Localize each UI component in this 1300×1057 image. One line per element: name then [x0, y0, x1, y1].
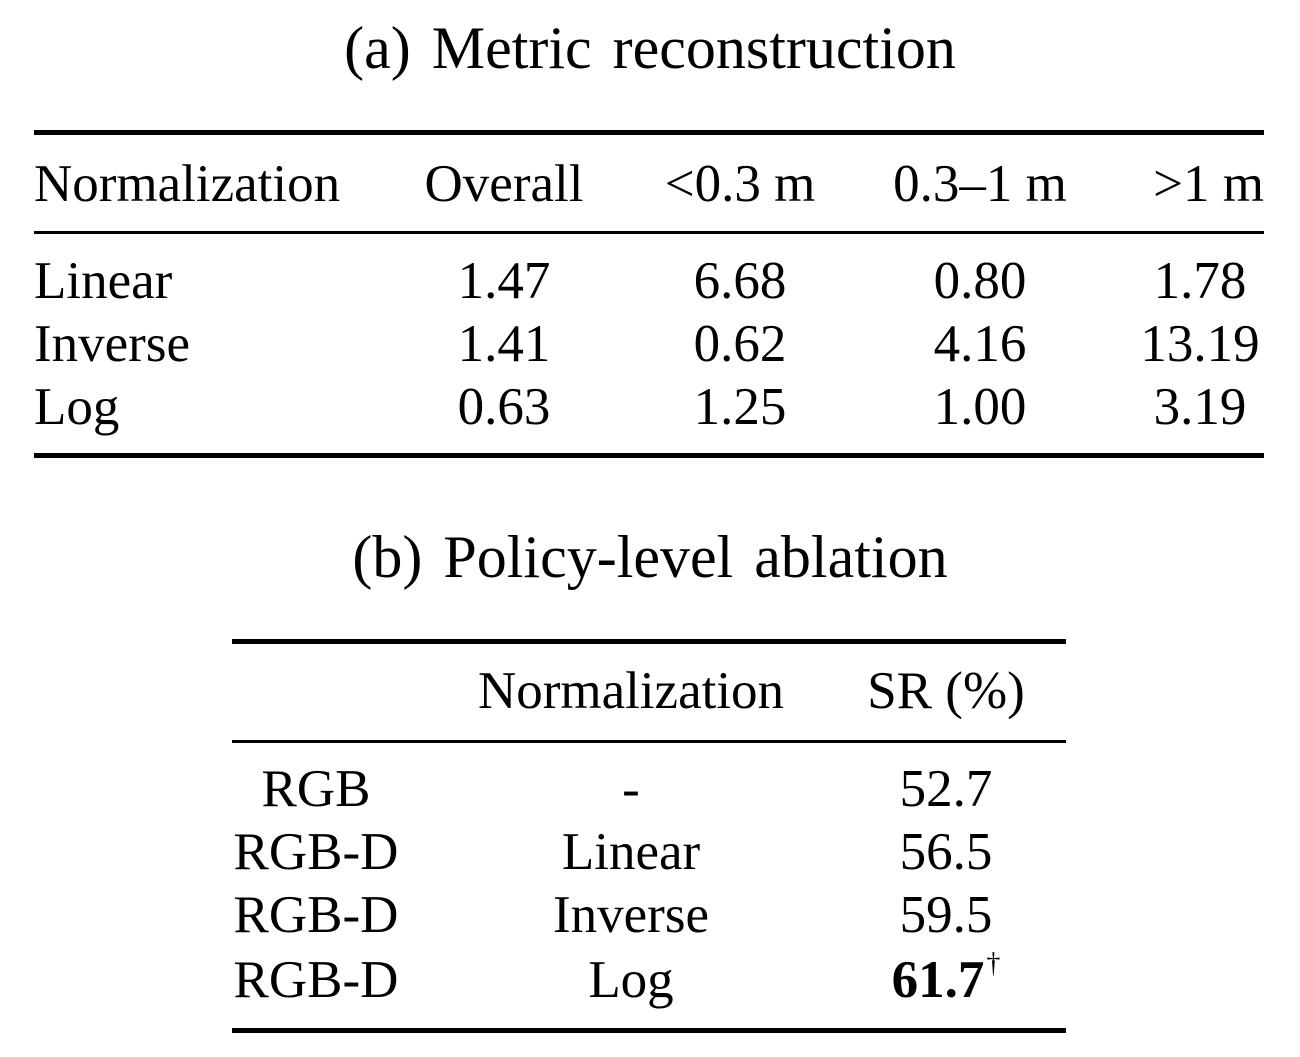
- table-a-cell: 6.68: [693, 252, 787, 310]
- table-b-bottom-rule: [232, 1028, 1066, 1033]
- table-b-cell: -: [622, 760, 640, 818]
- table-a-top-rule: [34, 130, 1264, 135]
- table-a-cell: 1.47: [457, 252, 551, 310]
- table-b-mid-rule: [232, 740, 1066, 743]
- table-a-cell: 1.00: [933, 378, 1027, 436]
- table-b-best-cell: 61.7†: [836, 950, 1056, 1009]
- table-a-cell: 1.41: [457, 315, 551, 373]
- table-b-best-value: 61.7: [891, 951, 985, 1009]
- table-a-cell: 4.16: [933, 315, 1027, 373]
- table-a-cell: 0.80: [933, 252, 1027, 310]
- table-a-header-gt-1m: >1 m: [1153, 155, 1264, 213]
- table-a-bottom-rule: [34, 453, 1264, 458]
- table-b-cell: RGB: [261, 760, 371, 818]
- table-a-cell: 1.25: [693, 378, 787, 436]
- table-b-cell: Linear: [561, 823, 701, 881]
- dagger-mark: †: [986, 948, 1001, 979]
- table-b-cell: RGB-D: [233, 951, 399, 1009]
- table-a-cell: 0.62: [693, 315, 787, 373]
- table-a-cell: 3.19: [1153, 378, 1247, 436]
- table-a-cell: Inverse: [34, 315, 190, 373]
- table-b-top-rule: [232, 639, 1066, 644]
- table-a-cell: 1.78: [1153, 252, 1247, 310]
- table-a-cell: 0.63: [457, 378, 551, 436]
- table-a-cell: 13.19: [1140, 315, 1260, 373]
- table-b-cell: Log: [588, 951, 674, 1009]
- table-a-header-normalization: Normalization: [34, 155, 341, 213]
- table-b-cell: Inverse: [553, 886, 709, 944]
- table-b-header-sr: SR (%): [867, 662, 1025, 720]
- table-a-cell: Linear: [34, 252, 173, 310]
- table-b-header-normalization: Normalization: [477, 662, 785, 720]
- table-a-header-0-3-1m: 0.3–1 m: [893, 155, 1067, 213]
- table-b-cell: RGB-D: [233, 823, 399, 881]
- table-a-caption: (a) Metric reconstruction: [344, 15, 956, 81]
- table-b-caption: (b) Policy-level ablation: [352, 524, 948, 590]
- table-b-cell: 56.5: [899, 823, 993, 881]
- table-a-cell: Log: [34, 378, 120, 436]
- table-a-header-lt-0-3m: <0.3 m: [664, 155, 816, 213]
- table-a-header-overall: Overall: [424, 155, 584, 213]
- table-b-cell: RGB-D: [233, 886, 399, 944]
- table-b-cell: 52.7: [899, 760, 993, 818]
- table-a-mid-rule: [34, 231, 1264, 234]
- table-b-cell: 59.5: [899, 886, 993, 944]
